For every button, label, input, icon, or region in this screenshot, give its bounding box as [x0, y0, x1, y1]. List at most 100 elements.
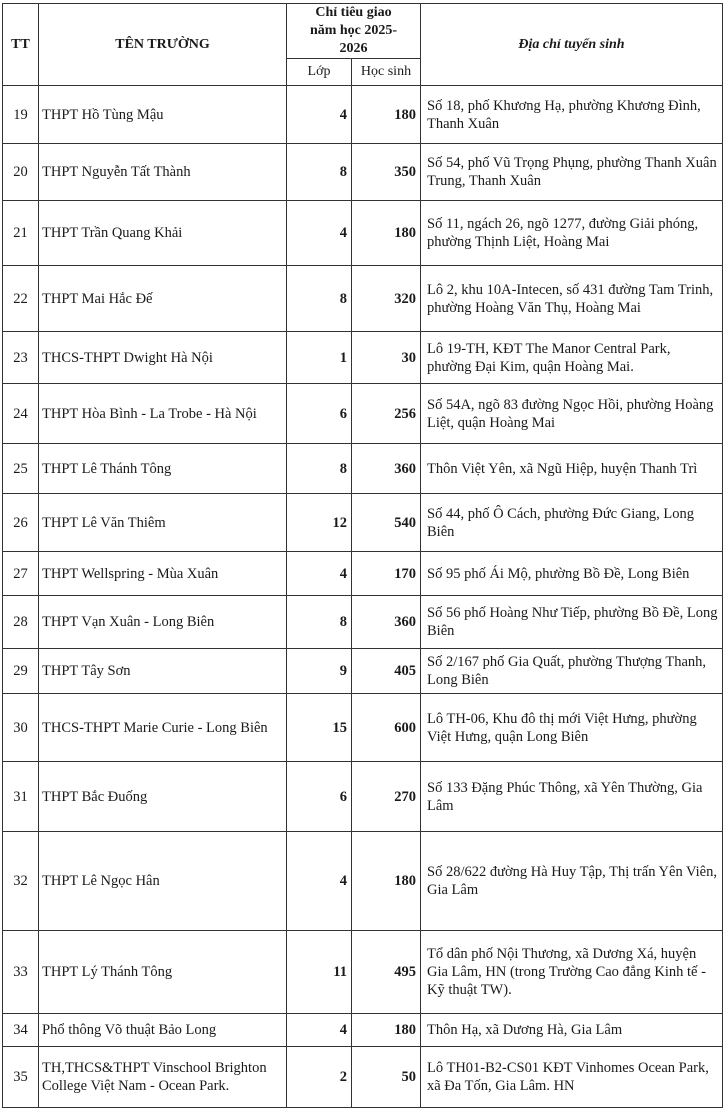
school-name: THPT Bắc Đuống [38, 761, 287, 832]
class-count: 8 [286, 595, 352, 649]
admission-address: Lô TH01-B2-CS01 KĐT Vinhomes Ocean Park,… [420, 1046, 723, 1108]
school-name: THPT Mai Hắc Đế [38, 265, 287, 332]
class-count: 4 [286, 551, 352, 596]
class-count: 15 [286, 693, 352, 762]
admission-address: Số 11, ngách 26, ngõ 1277, đường Giải ph… [420, 200, 723, 266]
student-count: 180 [351, 85, 421, 144]
table-row: 24 THPT Hòa Bình - La Trobe - Hà Nội 6 256 S… [2, 383, 723, 444]
admission-address: Số 2/167 phố Gia Quất, phường Thượng Tha… [420, 648, 723, 694]
table-row: 32 THPT Lê Ngọc Hân 4 180 Số 28/622 đường Hà… [2, 831, 723, 931]
school-name: Phổ thông Võ thuật Bảo Long [38, 1013, 287, 1047]
school-name: THCS-THPT Dwight Hà Nội [38, 331, 287, 384]
row-number: 20 [2, 143, 39, 201]
table-row: 29 THPT Tây Sơn 9 405 Số 2/167 phố Gia Quất,… [2, 648, 723, 694]
school-name: THPT Lê Thánh Tông [38, 443, 287, 494]
row-number: 27 [2, 551, 39, 596]
row-number: 34 [2, 1013, 39, 1047]
row-number: 19 [2, 85, 39, 144]
school-name: THCS-THPT Marie Curie - Long Biên [38, 693, 287, 762]
student-count: 320 [351, 265, 421, 332]
row-number: 28 [2, 595, 39, 649]
admission-address: Số 44, phố Ô Cách, phường Đức Giang, Lon… [420, 493, 723, 552]
student-count: 30 [351, 331, 421, 384]
school-name: THPT Lê Ngọc Hân [38, 831, 287, 931]
admission-address: Lô 2, khu 10A-Intecen, số 431 đường Tam … [420, 265, 723, 332]
header-students: Học sinh [351, 58, 421, 86]
class-count: 8 [286, 143, 352, 201]
row-number: 23 [2, 331, 39, 384]
table-row: 33 THPT Lý Thánh Tông 11 495 Tổ dân phố Nội … [2, 930, 723, 1014]
admission-address: Thôn Việt Yên, xã Ngũ Hiệp, huyện Thanh … [420, 443, 723, 494]
table-row: 35 TH,THCS&THPT Vinschool Brighton Colleg… [2, 1046, 723, 1108]
table-row: 28 THPT Vạn Xuân - Long Biên 8 360 Số 56 phố… [2, 595, 723, 649]
student-count: 256 [351, 383, 421, 444]
student-count: 50 [351, 1046, 421, 1108]
student-count: 180 [351, 831, 421, 931]
school-name: THPT Wellspring - Mùa Xuân [38, 551, 287, 596]
row-number: 30 [2, 693, 39, 762]
admission-address: Số 133 Đặng Phúc Thông, xã Yên Thường, G… [420, 761, 723, 832]
admission-address: Số 54, phố Vũ Trọng Phụng, phường Thanh … [420, 143, 723, 201]
row-number: 26 [2, 493, 39, 552]
student-count: 170 [351, 551, 421, 596]
school-name: TH,THCS&THPT Vinschool Brighton College … [38, 1046, 287, 1108]
school-name: THPT Lý Thánh Tông [38, 930, 287, 1014]
table-row: 34 Phổ thông Võ thuật Bảo Long 4 180 Thôn Hạ… [2, 1013, 723, 1047]
header-quota: Chỉ tiêu giao năm học 2025-2026 [286, 3, 421, 59]
table-row: 19 THPT Hồ Tùng Mậu 4 180 Số 18, phố Khương … [2, 85, 723, 144]
class-count: 11 [286, 930, 352, 1014]
admission-address: Số 28/622 đường Hà Huy Tập, Thị trấn Yên… [420, 831, 723, 931]
school-name: THPT Vạn Xuân - Long Biên [38, 595, 287, 649]
row-number: 33 [2, 930, 39, 1014]
admission-address: Lô 19-TH, KĐT The Manor Central Park, ph… [420, 331, 723, 384]
student-count: 360 [351, 595, 421, 649]
header-school-name: TÊN TRƯỜNG [38, 3, 287, 86]
student-count: 360 [351, 443, 421, 494]
class-count: 1 [286, 331, 352, 384]
class-count: 4 [286, 85, 352, 144]
row-number: 21 [2, 200, 39, 266]
row-number: 22 [2, 265, 39, 332]
header-classes: Lớp [286, 58, 352, 86]
class-count: 6 [286, 383, 352, 444]
header-tt: TT [2, 3, 39, 86]
student-count: 600 [351, 693, 421, 762]
class-count: 2 [286, 1046, 352, 1108]
header-address: Địa chỉ tuyển sinh [420, 3, 723, 86]
table-row: 26 THPT Lê Văn Thiêm 12 540 Số 44, phố Ô Các… [2, 493, 723, 552]
admission-address: Số 18, phố Khương Hạ, phường Khương Đình… [420, 85, 723, 144]
table-row: 27 THPT Wellspring - Mùa Xuân 4 170 Số 95 ph… [2, 551, 723, 596]
school-quota-table: TT TÊN TRƯỜNG Chỉ tiêu giao năm học 2025… [2, 3, 723, 1108]
class-count: 9 [286, 648, 352, 694]
admission-address: Lô TH-06, Khu đô thị mới Việt Hưng, phườ… [420, 693, 723, 762]
school-name: THPT Tây Sơn [38, 648, 287, 694]
table-row: 25 THPT Lê Thánh Tông 8 360 Thôn Việt Yên, x… [2, 443, 723, 494]
student-count: 495 [351, 930, 421, 1014]
table-row: 30 THCS-THPT Marie Curie - Long Biên 15 600… [2, 693, 723, 762]
table-row: 23 THCS-THPT Dwight Hà Nội 1 30 Lô 19-TH, KĐ… [2, 331, 723, 384]
class-count: 4 [286, 831, 352, 931]
school-name: THPT Hòa Bình - La Trobe - Hà Nội [38, 383, 287, 444]
class-count: 12 [286, 493, 352, 552]
student-count: 180 [351, 1013, 421, 1047]
class-count: 8 [286, 443, 352, 494]
row-number: 31 [2, 761, 39, 832]
school-name: THPT Trần Quang Khải [38, 200, 287, 266]
admission-address: Số 95 phố Ái Mộ, phường Bồ Đề, Long Biên [420, 551, 723, 596]
admission-address: Số 56 phố Hoàng Như Tiếp, phường Bồ Đề, … [420, 595, 723, 649]
admission-address: Tổ dân phố Nội Thương, xã Dương Xá, huyệ… [420, 930, 723, 1014]
row-number: 25 [2, 443, 39, 494]
class-count: 4 [286, 1013, 352, 1047]
row-number: 29 [2, 648, 39, 694]
table-row: 21 THPT Trần Quang Khải 4 180 Số 11, ngách 2… [2, 200, 723, 266]
school-name: THPT Lê Văn Thiêm [38, 493, 287, 552]
student-count: 350 [351, 143, 421, 201]
student-count: 180 [351, 200, 421, 266]
table-row: 31 THPT Bắc Đuống 6 270 Số 133 Đặng Phúc Thô… [2, 761, 723, 832]
student-count: 540 [351, 493, 421, 552]
student-count: 270 [351, 761, 421, 832]
class-count: 6 [286, 761, 352, 832]
row-number: 24 [2, 383, 39, 444]
student-count: 405 [351, 648, 421, 694]
school-name: THPT Hồ Tùng Mậu [38, 85, 287, 144]
